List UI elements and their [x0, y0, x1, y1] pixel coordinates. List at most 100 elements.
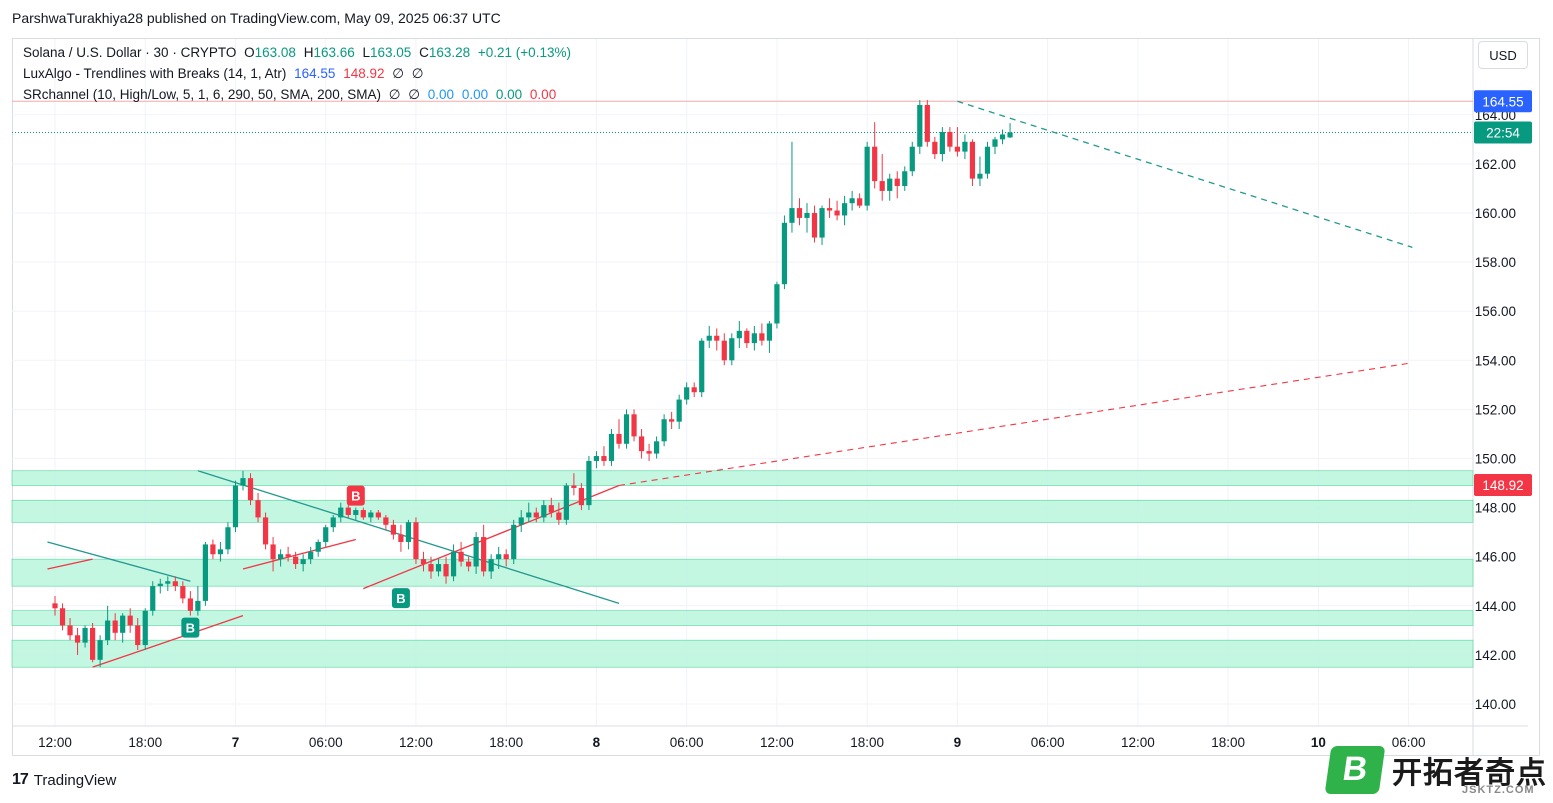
time-tick-label: 10 [1311, 735, 1326, 750]
candle [984, 146, 991, 174]
time-tick-label: 8 [593, 735, 601, 750]
candle [90, 627, 96, 660]
candle [67, 625, 73, 636]
candle [774, 284, 780, 324]
tradingview-logo[interactable]: 17 TradingView [12, 771, 116, 789]
candle [932, 141, 938, 155]
break-label: B [396, 591, 405, 606]
break-label-badge [181, 617, 200, 638]
support-trendline [242, 538, 356, 570]
candle [338, 507, 344, 518]
candle [165, 581, 171, 584]
candle [992, 139, 998, 147]
ohlc-open: O163.08 [244, 45, 296, 60]
candle [894, 178, 900, 186]
candle [917, 104, 923, 147]
candle [300, 559, 306, 565]
break-label-badge [391, 588, 410, 609]
candle [383, 517, 389, 525]
indicator-value: ∅ [411, 66, 424, 81]
candle [127, 615, 133, 626]
candle [706, 335, 712, 341]
indicator-luxalgo-legend[interactable]: LuxAlgo - Trendlines with Breaks (14, 1,… [23, 66, 428, 82]
time-tick-label: 18:00 [489, 735, 523, 750]
candle [202, 544, 208, 601]
candle [781, 222, 788, 285]
price-tick-label: 154.00 [1475, 353, 1516, 368]
price-tick-label: 152.00 [1475, 402, 1516, 417]
candle [804, 213, 810, 218]
candle [345, 507, 351, 515]
price-axis-label: 164.55 [1482, 94, 1523, 109]
candle [623, 414, 630, 444]
candle [466, 561, 472, 567]
candle [420, 559, 427, 565]
candle [187, 598, 193, 611]
resistance-trendline [957, 100, 1413, 248]
candle [503, 554, 509, 560]
candle [751, 333, 757, 344]
candle [819, 208, 825, 238]
candle [857, 198, 863, 206]
candle [962, 141, 968, 152]
indicator-value: 0.00 [461, 87, 489, 102]
candle [601, 456, 607, 461]
candle [736, 330, 742, 339]
candle [74, 635, 81, 643]
candle [608, 433, 615, 461]
price-axis-label: 22:54 [1486, 125, 1520, 140]
candle [586, 460, 592, 506]
candle [826, 208, 833, 211]
break-label-badge [346, 485, 365, 506]
price-change: +0.21 (+0.13%) [477, 45, 571, 60]
break-label: B [351, 489, 360, 504]
candle [390, 524, 396, 535]
candle [112, 620, 118, 633]
candle [496, 554, 502, 560]
price-tick-label: 160.00 [1475, 206, 1516, 221]
indicator-srchannel-legend[interactable]: SRchannel (10, High/Low, 5, 1, 6, 290, 5… [23, 87, 560, 103]
candle [699, 340, 705, 393]
indicator-value: ∅ [408, 87, 421, 102]
candle [360, 510, 366, 518]
time-tick-label: 18:00 [850, 735, 884, 750]
candle [172, 581, 178, 587]
candle [902, 171, 908, 186]
time-tick-label: 12:00 [1121, 735, 1155, 750]
watermark-badge-icon: B [1324, 746, 1386, 794]
candle [842, 203, 848, 216]
candle [511, 524, 517, 560]
time-tick-label: 06:00 [309, 735, 343, 750]
watermark-url: JSKTZ.COM [1462, 784, 1535, 796]
candle [654, 441, 660, 454]
time-tick-label: 9 [954, 735, 962, 750]
candle [255, 500, 261, 518]
sr-zone [11, 470, 1474, 486]
candle [180, 586, 186, 599]
candle [909, 146, 915, 172]
price-axis-label-badge [1474, 121, 1532, 144]
candle [368, 512, 374, 518]
symbol-legend[interactable]: Solana / U.S. Dollar · 30 · CRYPTO O163.… [23, 45, 575, 60]
candle [744, 330, 750, 344]
support-trendline [47, 558, 93, 570]
candle [135, 625, 141, 646]
candle [571, 485, 577, 488]
candle [947, 131, 953, 147]
currency-button[interactable]: USD [1478, 41, 1528, 69]
candle [353, 510, 359, 515]
candle [556, 512, 562, 520]
candle [285, 554, 291, 557]
candle [593, 456, 600, 461]
time-tick-label: 06:00 [1392, 735, 1426, 750]
candle [375, 512, 381, 518]
price-tick-label: 142.00 [1475, 648, 1516, 663]
candle [262, 517, 269, 545]
time-tick-label: 7 [232, 735, 240, 750]
candle [225, 527, 231, 550]
candle [526, 512, 532, 518]
candle [924, 104, 930, 142]
candle [789, 208, 795, 223]
indicator-value: 0.00 [529, 87, 557, 102]
